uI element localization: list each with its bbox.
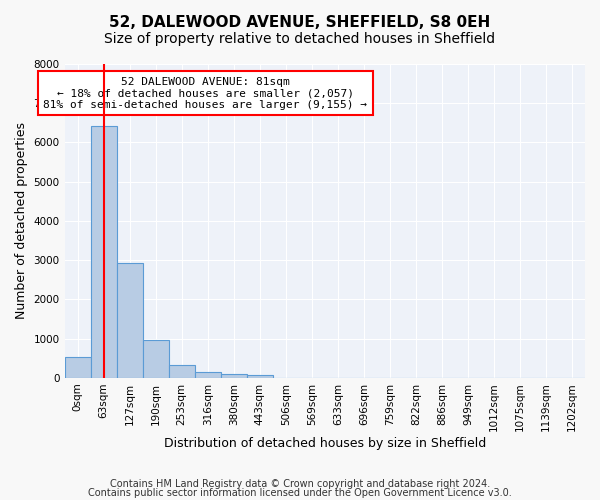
Bar	[194, 372, 221, 378]
Bar	[247, 375, 273, 378]
Bar	[169, 365, 194, 378]
Bar	[116, 264, 143, 378]
Text: Contains public sector information licensed under the Open Government Licence v3: Contains public sector information licen…	[88, 488, 512, 498]
Text: 52 DALEWOOD AVENUE: 81sqm
← 18% of detached houses are smaller (2,057)
81% of se: 52 DALEWOOD AVENUE: 81sqm ← 18% of detac…	[43, 76, 367, 110]
Text: 52, DALEWOOD AVENUE, SHEFFIELD, S8 0EH: 52, DALEWOOD AVENUE, SHEFFIELD, S8 0EH	[109, 15, 491, 30]
X-axis label: Distribution of detached houses by size in Sheffield: Distribution of detached houses by size …	[164, 437, 486, 450]
Bar	[143, 340, 169, 378]
Bar	[221, 374, 247, 378]
Bar	[65, 356, 91, 378]
Text: Size of property relative to detached houses in Sheffield: Size of property relative to detached ho…	[104, 32, 496, 46]
Y-axis label: Number of detached properties: Number of detached properties	[15, 122, 28, 320]
Text: Contains HM Land Registry data © Crown copyright and database right 2024.: Contains HM Land Registry data © Crown c…	[110, 479, 490, 489]
Bar	[91, 126, 116, 378]
